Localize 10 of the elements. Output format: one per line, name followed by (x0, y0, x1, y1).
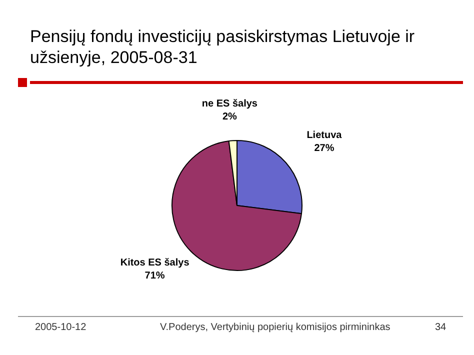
slice-label: Kitos ES šalys (120, 257, 190, 268)
text: 34 (435, 322, 446, 333)
data-label: 27% (314, 143, 334, 154)
chart-title: Pensijų fondų investicijų pasiskirstymas Lietuvoje ir užsienyje, 2005-08-31 (30, 26, 416, 68)
text: V.Poderys, Vertybinių popierių komisijos pirmininkas (160, 322, 390, 333)
text: 2005-10-12 (35, 322, 86, 333)
slice-label: Lietuva (306, 130, 342, 141)
slice-label: ne ES šalys (202, 98, 258, 110)
data-label: 2% (222, 112, 238, 123)
data-label: 71% (144, 270, 165, 282)
